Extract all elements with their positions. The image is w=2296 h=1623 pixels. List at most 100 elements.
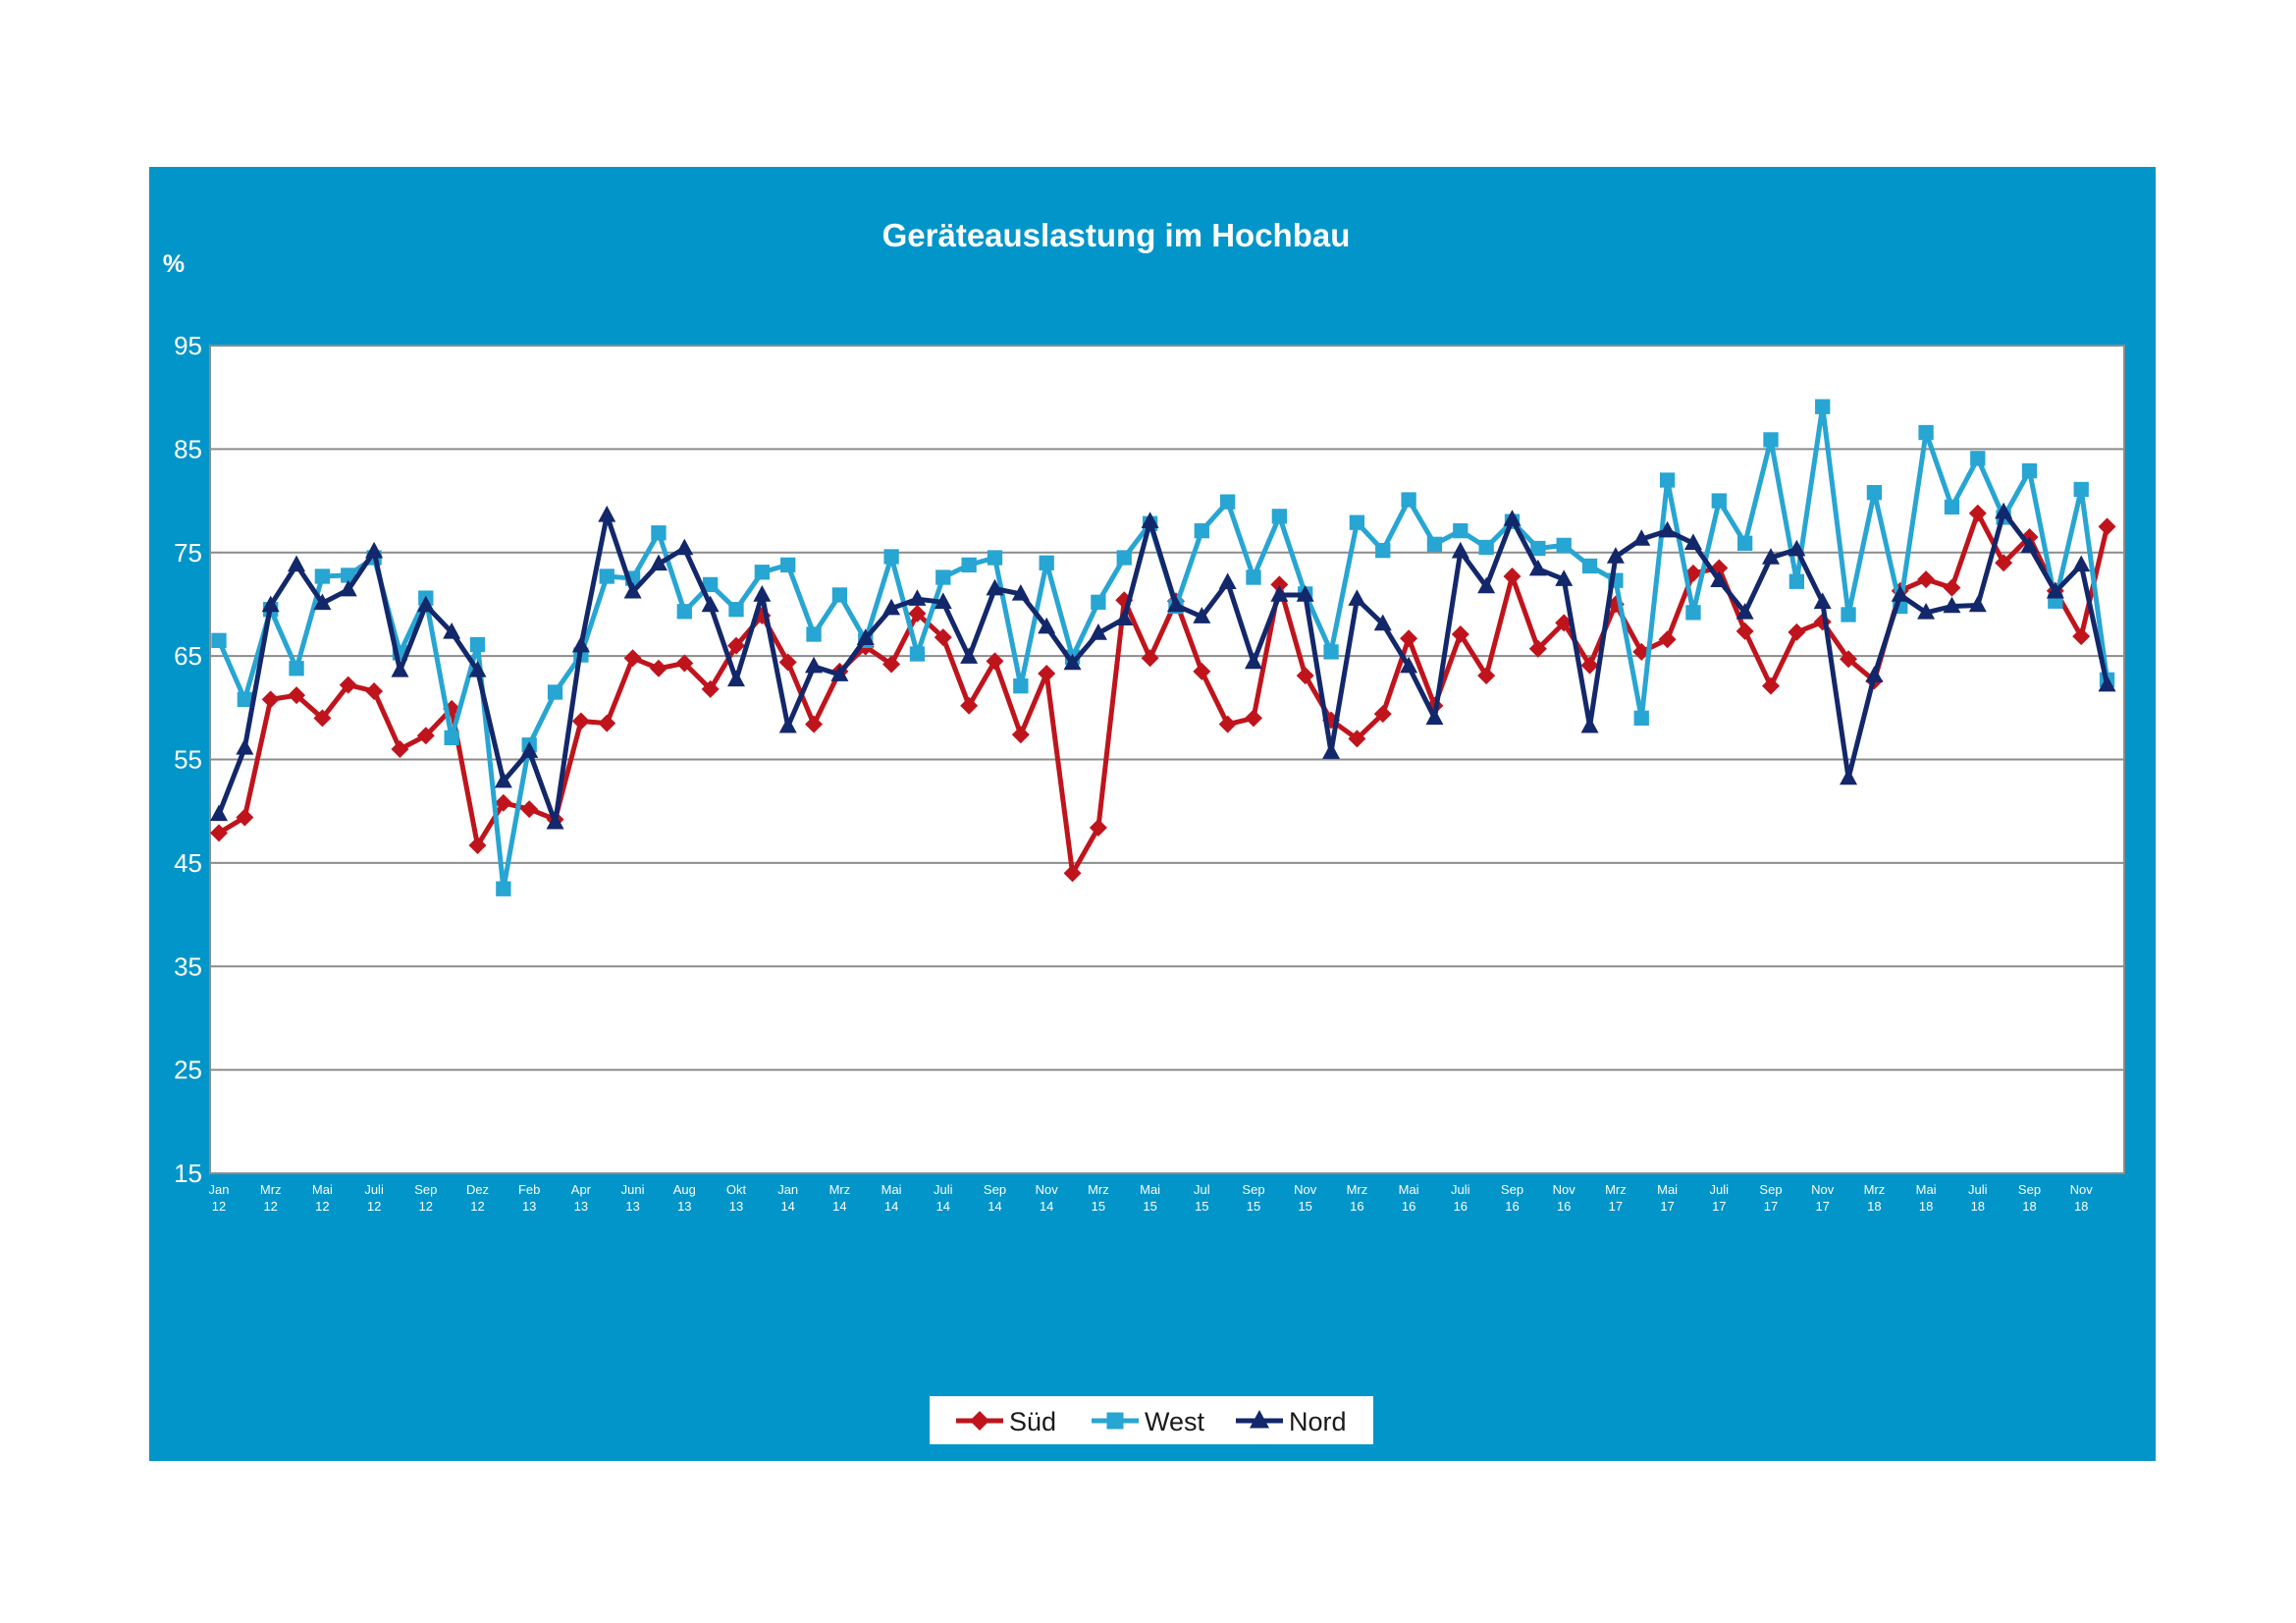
data-point xyxy=(882,655,901,674)
x-tick-label: Apr xyxy=(571,1182,592,1197)
data-point xyxy=(778,653,797,672)
data-point xyxy=(1296,667,1314,685)
data-point xyxy=(1220,494,1236,510)
data-point xyxy=(468,836,487,854)
data-point xyxy=(1762,676,1780,695)
data-point xyxy=(1348,589,1366,606)
data-point xyxy=(236,738,254,755)
data-point xyxy=(1658,520,1677,538)
data-point xyxy=(780,557,796,573)
data-point xyxy=(1451,624,1469,643)
x-tick-label-year: 15 xyxy=(1298,1199,1311,1214)
data-point xyxy=(341,568,356,583)
x-tick-label: Nov xyxy=(2070,1182,2094,1197)
data-point xyxy=(1710,559,1729,577)
y-tick-label: 55 xyxy=(174,745,202,775)
data-point xyxy=(806,626,822,642)
x-tick-label-year: 15 xyxy=(1247,1199,1260,1214)
data-point xyxy=(313,593,332,611)
data-point xyxy=(2072,627,2091,646)
x-tick-label: Mrz xyxy=(1605,1182,1627,1197)
data-point xyxy=(2098,517,2116,536)
x-tick-label: Sep xyxy=(2018,1182,2041,1197)
data-point xyxy=(1556,537,1572,554)
x-tick-label-year: 14 xyxy=(832,1199,846,1214)
y-axis-unit: % xyxy=(163,250,185,278)
data-point xyxy=(391,739,409,758)
y-tick-label: 15 xyxy=(174,1159,202,1188)
data-point xyxy=(1917,602,1936,620)
x-tick-label-year: 16 xyxy=(1350,1199,1363,1214)
data-point xyxy=(701,679,720,698)
data-point xyxy=(1866,484,1883,501)
y-tick-label: 95 xyxy=(174,331,202,360)
data-point xyxy=(571,712,590,730)
data-point xyxy=(1633,710,1649,726)
data-point xyxy=(339,676,357,694)
data-point xyxy=(1453,522,1468,539)
data-point xyxy=(1141,649,1159,668)
x-tick-label-year: 12 xyxy=(419,1199,433,1214)
x-tick-label: Sep xyxy=(1759,1182,1782,1197)
legend: Süd West Nord xyxy=(930,1396,1373,1444)
data-point xyxy=(986,578,1004,596)
x-tick-label: Juli xyxy=(934,1182,953,1197)
data-point xyxy=(1426,536,1443,552)
data-point xyxy=(1194,522,1209,539)
data-point xyxy=(754,565,770,580)
data-point xyxy=(987,550,1003,566)
data-point xyxy=(675,654,694,673)
data-point xyxy=(1841,607,1856,622)
x-tick-label: Nov xyxy=(1294,1182,1317,1197)
data-point xyxy=(1038,617,1056,634)
x-tick-label: Mrz xyxy=(260,1182,282,1197)
data-point xyxy=(935,569,951,585)
data-point xyxy=(1218,572,1237,590)
data-point xyxy=(236,808,254,827)
data-point xyxy=(416,595,435,613)
x-tick-label-year: 13 xyxy=(522,1199,536,1214)
data-point xyxy=(1451,541,1469,559)
y-tick-label: 75 xyxy=(174,538,202,568)
data-point xyxy=(1091,594,1106,610)
data-point xyxy=(727,636,745,655)
data-point xyxy=(986,652,1004,671)
data-point xyxy=(1840,768,1858,785)
x-tick-label-year: 12 xyxy=(212,1199,226,1214)
x-tick-label-year: 13 xyxy=(574,1199,588,1214)
data-point xyxy=(1246,569,1261,585)
data-point xyxy=(649,659,667,677)
data-point xyxy=(313,709,332,728)
chart-panel: Geräteauslastung im Hochbau % 95 85 75 65 55… xyxy=(149,167,2156,1461)
data-point xyxy=(831,587,848,603)
x-tick-label: Nov xyxy=(1553,1182,1576,1197)
data-point xyxy=(1815,399,1831,414)
data-point xyxy=(365,541,384,559)
data-point xyxy=(1270,575,1289,594)
data-point xyxy=(1762,548,1780,565)
chart-title: Geräteauslastung im Hochbau xyxy=(882,217,1351,253)
data-point xyxy=(210,824,228,842)
x-tick-label-year: 12 xyxy=(315,1199,329,1214)
x-tick-label: Sep xyxy=(1501,1182,1523,1197)
data-point xyxy=(1063,653,1082,671)
data-point xyxy=(520,800,539,819)
x-tick-label-year: 14 xyxy=(780,1199,794,1214)
data-point xyxy=(1943,578,1961,597)
data-point xyxy=(289,661,304,676)
y-tick-label: 35 xyxy=(174,951,202,981)
data-point xyxy=(830,665,849,681)
data-point xyxy=(1735,602,1754,620)
data-point xyxy=(1245,709,1262,728)
x-tick-label: Mrz xyxy=(1088,1182,1109,1197)
data-point xyxy=(1813,592,1832,610)
x-tick-label: Jan xyxy=(209,1182,230,1197)
data-point xyxy=(649,554,667,571)
legend-item-1: West xyxy=(1092,1407,1205,1436)
x-tick-label: Nov xyxy=(1811,1182,1835,1197)
data-point xyxy=(1322,742,1341,759)
data-point xyxy=(339,579,357,597)
data-point xyxy=(908,589,927,606)
x-tick-label-year: 15 xyxy=(1143,1199,1156,1214)
data-point xyxy=(1373,705,1392,724)
